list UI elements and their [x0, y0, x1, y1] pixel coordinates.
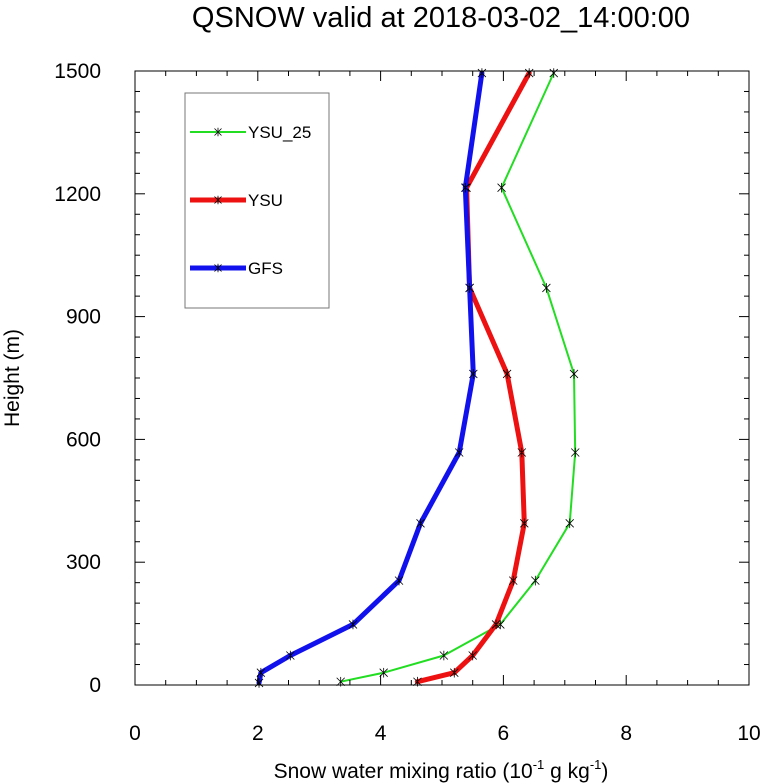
- x-tick-label: 8: [620, 722, 632, 745]
- data-point: [508, 575, 518, 586]
- legend-marker: [214, 263, 222, 273]
- data-point: [477, 68, 487, 78]
- series-layer: [254, 68, 580, 688]
- data-point: [461, 182, 470, 193]
- x-axis-label-unit-exponent: -1: [590, 757, 602, 772]
- y-tick-label: 600: [66, 428, 101, 451]
- data-point: [449, 667, 459, 678]
- y-tick-label: 900: [66, 306, 101, 329]
- data-point: [565, 518, 574, 529]
- x-axis-label-main: Snow water mixing ratio (10: [274, 760, 533, 783]
- data-point: [348, 619, 358, 630]
- data-point: [491, 619, 501, 630]
- data-point: [517, 447, 527, 458]
- data-point: [394, 575, 404, 586]
- legend-label: YSU_25: [248, 123, 311, 142]
- y-tick-label: 0: [89, 674, 101, 697]
- series-gfs: [254, 68, 487, 688]
- data-point: [497, 182, 506, 193]
- legend-entry: GFS: [190, 259, 283, 278]
- legend-marker: [214, 127, 222, 137]
- y-axis-label: Height (m): [1, 329, 24, 427]
- x-axis-label-exponent: -1: [533, 757, 545, 772]
- series-ysu-25: [336, 68, 580, 687]
- data-point: [570, 447, 580, 458]
- data-point: [468, 650, 477, 661]
- y-tick-label: 1500: [54, 60, 101, 83]
- data-point: [502, 369, 512, 379]
- x-axis-label-close: ): [601, 760, 608, 783]
- data-point: [416, 518, 425, 529]
- data-point: [465, 283, 474, 293]
- data-point: [469, 369, 478, 379]
- legend-label: GFS: [248, 259, 283, 278]
- x-axis-label-unit: g kg: [544, 760, 590, 783]
- data-point: [569, 369, 579, 379]
- legend-marker: [214, 195, 222, 205]
- ticks-layer: 0 2 4 6 8 10 0 300 600 900 1200 1500: [54, 60, 760, 745]
- legend-label: YSU: [248, 191, 283, 210]
- y-tick-label: 300: [66, 551, 101, 574]
- data-point: [542, 283, 551, 293]
- series-line: [339, 72, 577, 683]
- data-point: [549, 68, 559, 78]
- x-tick-label: 10: [737, 722, 760, 745]
- x-tick-label: 2: [252, 722, 264, 745]
- legend-entry: YSU: [190, 191, 283, 210]
- x-tick-label: 0: [129, 722, 141, 745]
- x-tick-label: 6: [498, 722, 510, 745]
- data-point: [531, 575, 540, 586]
- y-tick-label: 1200: [54, 183, 101, 206]
- data-point: [286, 650, 295, 661]
- x-axis-label: Snow water mixing ratio (10-1 g kg-1): [274, 757, 609, 783]
- data-point: [454, 447, 464, 458]
- data-point: [519, 518, 529, 529]
- data-point: [524, 68, 534, 78]
- data-point: [439, 650, 449, 661]
- legend-entry: YSU_25: [190, 123, 311, 142]
- x-tick-label: 4: [375, 722, 387, 745]
- data-point: [254, 678, 264, 688]
- legend: YSU_25 YSU GFS: [184, 92, 330, 309]
- chart-title: QSNOW valid at 2018-03-02_14:00:00: [192, 2, 690, 34]
